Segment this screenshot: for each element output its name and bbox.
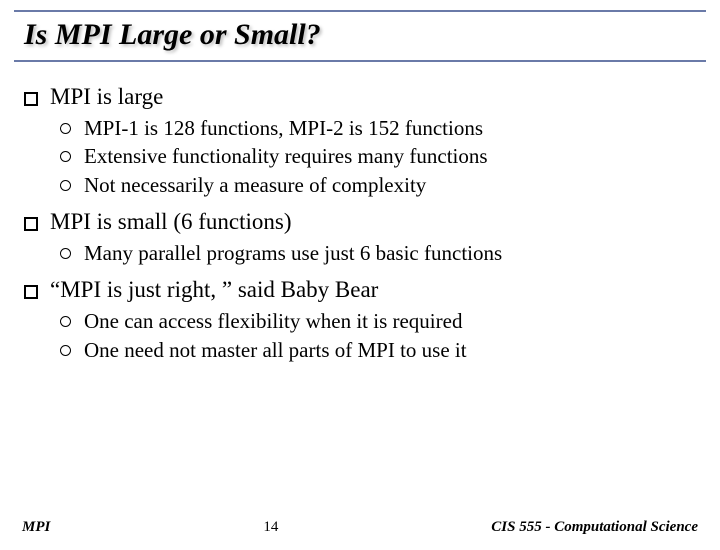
bullet-l1: MPI is large bbox=[50, 84, 710, 110]
bullet-l2: MPI-1 is 128 functions, MPI-2 is 152 fun… bbox=[80, 114, 710, 142]
bullet-l2: One need not master all parts of MPI to … bbox=[80, 336, 710, 364]
footer-right: CIS 555 - Computational Science bbox=[491, 519, 698, 536]
bullet-l2: Many parallel programs use just 6 basic … bbox=[80, 239, 710, 267]
sub-list: Many parallel programs use just 6 basic … bbox=[80, 239, 710, 267]
bullet-l1: “MPI is just right, ” said Baby Bear bbox=[50, 277, 710, 303]
bullet-l2: Extensive functionality requires many fu… bbox=[80, 142, 710, 170]
bullet-l2: One can access flexibility when it is re… bbox=[80, 307, 710, 335]
slide-title: Is MPI Large or Small? bbox=[24, 18, 696, 52]
bullet-l1: MPI is small (6 functions) bbox=[50, 209, 710, 235]
slide-content: MPI is large MPI-1 is 128 functions, MPI… bbox=[0, 62, 720, 364]
title-bar: Is MPI Large or Small? bbox=[14, 10, 706, 62]
sub-list: One can access flexibility when it is re… bbox=[80, 307, 710, 364]
bullet-l2: Not necessarily a measure of complexity bbox=[80, 171, 710, 199]
footer-page-number: 14 bbox=[263, 519, 278, 536]
footer: MPI 14 CIS 555 - Computational Science bbox=[0, 519, 720, 536]
footer-left: MPI bbox=[22, 519, 50, 536]
sub-list: MPI-1 is 128 functions, MPI-2 is 152 fun… bbox=[80, 114, 710, 199]
